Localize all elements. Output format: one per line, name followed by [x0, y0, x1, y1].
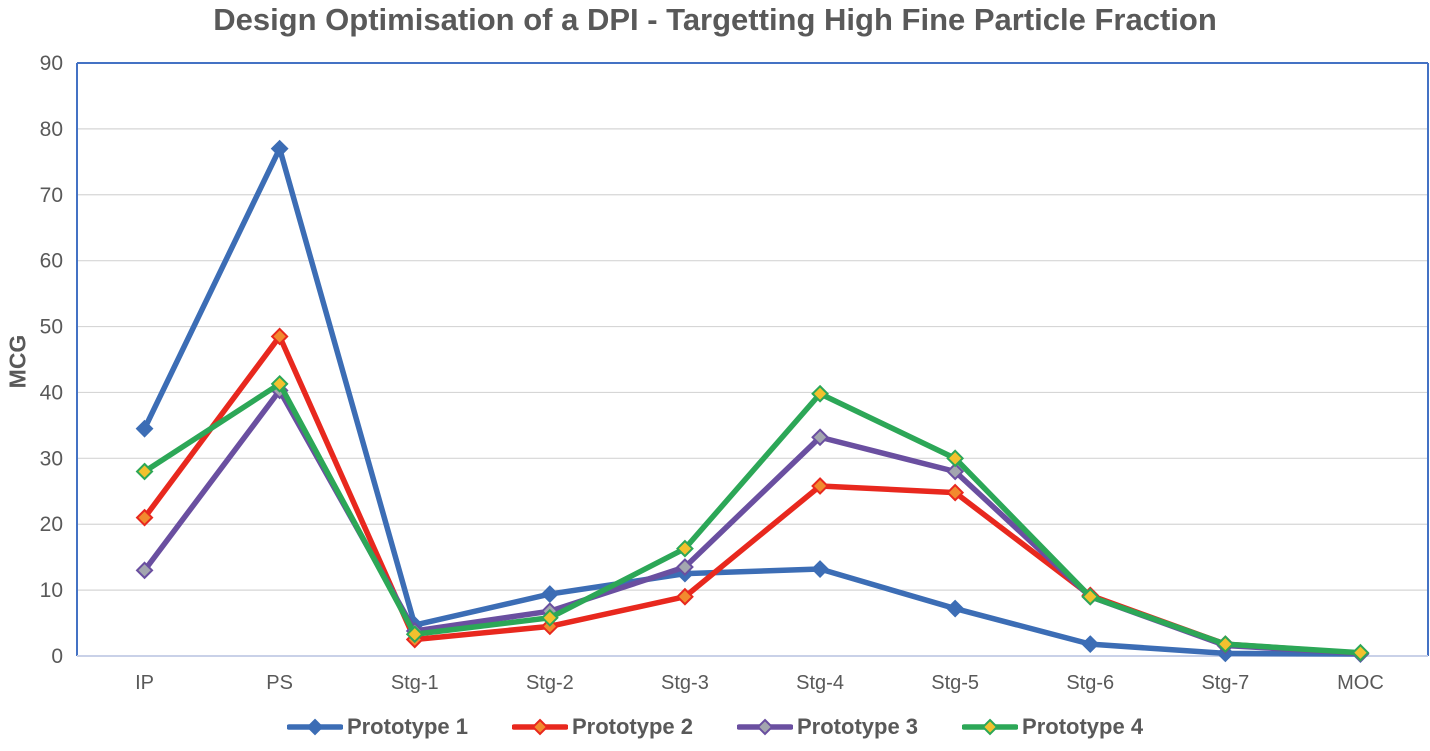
y-tick-label: 20: [40, 513, 63, 536]
data-point-prototype-4-MOC: [1351, 643, 1370, 662]
legend-label-prototype-4: Prototype 4: [1022, 714, 1144, 739]
legend-item-prototype-4: Prototype 4: [962, 714, 1143, 740]
y-tick-label: 90: [40, 52, 63, 75]
data-point-prototype-2-IP: [135, 508, 154, 527]
data-point-prototype-1-Stg-4: [811, 560, 829, 578]
data-point-prototype-1-Stg-5: [946, 599, 965, 618]
y-tick-label: 10: [40, 579, 63, 602]
legend-label-prototype-2: Prototype 2: [571, 714, 693, 739]
legend-diamond-prototype-2: [531, 718, 549, 736]
series-line-prototype-3: [141, 387, 1364, 657]
data-point-prototype-3-Stg-5: [946, 462, 965, 481]
series-line-prototype-4: [141, 381, 1364, 656]
data-point-prototype-4-IP: [135, 462, 154, 481]
legend-diamond-prototype-1: [306, 718, 324, 736]
legend-item-prototype-2: Prototype 2: [511, 714, 693, 740]
chart-legend: Prototype 1 Prototype 2 Prototype 3 Prototy…: [0, 708, 1430, 746]
data-point-prototype-1-Stg-2: [540, 585, 559, 603]
legend-marker-icon-prototype-4: [962, 718, 1019, 736]
data-point-prototype-4-Stg-4: [811, 384, 829, 403]
y-tick-label: 0: [51, 645, 63, 668]
y-tick-label: 80: [40, 118, 63, 141]
data-point-prototype-4-Stg-1: [405, 625, 424, 644]
x-category-label: Stg-4: [796, 672, 844, 694]
legend-marker-icon-prototype-2: [511, 718, 568, 736]
legend-marker-icon-prototype-1: [286, 718, 343, 736]
data-point-prototype-3-IP: [135, 561, 154, 580]
legend-marker-icon-prototype-3: [737, 718, 793, 736]
x-category-label: Stg-1: [391, 672, 439, 694]
series-line-prototype-2: [141, 333, 1364, 657]
data-point-prototype-1-Stg-6: [1081, 635, 1100, 654]
data-point-prototype-4-PS: [270, 374, 289, 393]
data-point-prototype-4-Stg-6: [1081, 587, 1100, 606]
x-category-label: Stg-2: [526, 672, 574, 694]
x-category-label: MOC: [1337, 672, 1384, 694]
y-tick-label: 40: [40, 381, 63, 404]
data-point-prototype-2-Stg-4: [811, 477, 829, 495]
data-point-prototype-2-Stg-5: [946, 483, 965, 502]
data-point-prototype-4-Stg-5: [946, 449, 965, 468]
x-category-label: Stg-3: [661, 672, 709, 694]
legend-diamond-prototype-3: [756, 718, 774, 736]
legend-label-prototype-1: Prototype 1: [346, 714, 468, 739]
data-point-prototype-2-Stg-3: [676, 587, 694, 606]
legend-diamond-prototype-4: [981, 718, 999, 736]
y-tick-label: 30: [40, 447, 63, 470]
x-category-label: Stg-6: [1066, 672, 1114, 694]
x-category-label: PS: [266, 672, 293, 694]
chart-title: Design Optimisation of a DPI - Targettin…: [213, 2, 1217, 37]
legend-item-prototype-1: Prototype 1: [286, 714, 468, 740]
x-category-label: Stg-7: [1201, 672, 1249, 694]
data-point-prototype-4-Stg-3: [676, 539, 694, 558]
legend-item-prototype-3: Prototype 3: [737, 714, 918, 740]
data-point-prototype-4-Stg-7: [1216, 635, 1235, 654]
y-tick-label: 70: [40, 184, 63, 207]
series-line-prototype-1: [141, 145, 1364, 657]
x-category-label: IP: [135, 672, 154, 694]
y-tick-label: 60: [40, 250, 63, 273]
data-point-prototype-3-Stg-4: [811, 428, 829, 447]
data-point-prototype-3-Stg-3: [676, 558, 694, 576]
y-tick-label: 50: [40, 316, 63, 339]
data-point-prototype-4-Stg-2: [540, 608, 559, 627]
legend-label-prototype-3: Prototype 3: [797, 714, 919, 739]
data-point-prototype-1-PS: [270, 139, 289, 158]
data-point-prototype-2-PS: [270, 327, 289, 346]
x-category-label: Stg-5: [931, 672, 979, 694]
data-point-prototype-1-IP: [135, 419, 154, 438]
